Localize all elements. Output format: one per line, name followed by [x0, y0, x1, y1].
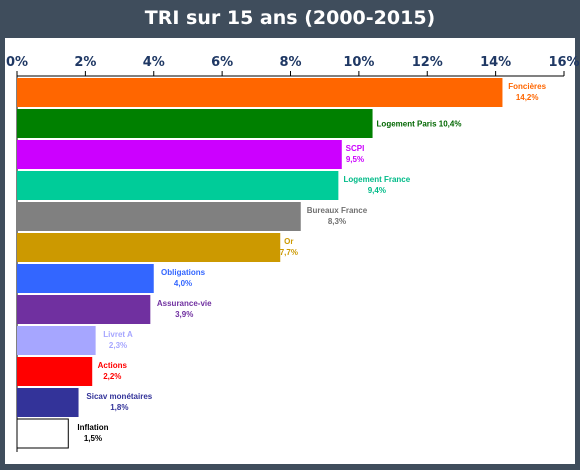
bar-assurance-vie — [17, 295, 151, 324]
x-tick-label-12: 12% — [412, 55, 443, 70]
bar-category-foncieres: Foncières — [508, 82, 546, 91]
bar-value-bureaux-france: 8,3% — [328, 217, 346, 226]
bar-actions — [17, 357, 93, 386]
bar-value-livret-a: 2,3% — [109, 341, 127, 350]
bar-category-livret-a: Livret A — [103, 330, 133, 339]
x-tick-label-10: 10% — [343, 55, 374, 70]
bar-label-logement-paris: Logement Paris 10,4% — [377, 120, 462, 129]
bar-bureaux-france — [17, 202, 301, 231]
bar-value-foncieres: 14,2% — [516, 93, 539, 102]
bar-foncieres — [17, 78, 503, 107]
x-tick-label-14: 14% — [480, 55, 511, 70]
bar-value-logement-france: 9,4% — [368, 186, 386, 195]
x-tick-label-8: 8% — [279, 55, 301, 70]
x-tick-label-6: 6% — [211, 55, 233, 70]
bar-or — [17, 233, 281, 262]
bar-category-actions: Actions — [98, 361, 128, 370]
bar-category-assurance-vie: Assurance-vie — [157, 299, 212, 308]
bar-value-scpi: 9,5% — [346, 155, 364, 164]
bar-category-sicav-monetaires: Sicav monétaires — [86, 392, 152, 401]
x-tick-label-2: 2% — [74, 55, 96, 70]
bar-category-inflation: Inflation — [77, 423, 108, 432]
bar-value-actions: 2,2% — [103, 372, 121, 381]
bar-logement-france — [17, 171, 339, 200]
bar-value-inflation: 1,5% — [84, 434, 102, 443]
bar-obligations — [17, 264, 154, 293]
bar-scpi — [17, 140, 342, 169]
bar-sicav-monetaires — [17, 388, 79, 417]
x-tick-label-0: 0% — [6, 55, 28, 70]
x-tick-label-4: 4% — [143, 55, 165, 70]
x-tick-label-16: 16% — [548, 55, 579, 70]
bar-livret-a — [17, 326, 96, 355]
bar-category-scpi: SCPI — [346, 144, 365, 153]
bar-category-logement-france: Logement France — [344, 175, 411, 184]
bar-logement-paris — [17, 109, 373, 138]
bar-category-bureaux-france: Bureaux France — [307, 206, 368, 215]
bar-value-assurance-vie: 3,9% — [175, 310, 193, 319]
bar-value-sicav-monetaires: 1,8% — [110, 403, 128, 412]
bar-category-or: Or — [284, 237, 293, 246]
bar-value-obligations: 4,0% — [174, 279, 192, 288]
bar-inflation — [16, 418, 69, 449]
bar-category-obligations: Obligations — [161, 268, 206, 277]
bar-value-or: 7,7% — [280, 248, 298, 257]
chart-title: TRI sur 15 ans (2000-2015) — [144, 7, 436, 29]
